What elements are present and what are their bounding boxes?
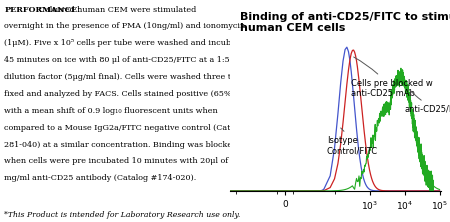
Text: 45 minutes on ice with 80 μl of anti-CD25/FITC at a 1:50: 45 minutes on ice with 80 μl of anti-CD2… <box>4 56 235 64</box>
Text: 281-040) at a similar concentration. Binding was blocked: 281-040) at a similar concentration. Bin… <box>4 141 238 149</box>
Text: Isotype
Control/FITC: Isotype Control/FITC <box>327 128 378 156</box>
Text: overnight in the presence of PMA (10ng/ml) and ionomycin: overnight in the presence of PMA (10ng/m… <box>4 22 246 30</box>
Text: anti-CD25/FITC: anti-CD25/FITC <box>405 89 450 114</box>
Text: dilution factor (5μg/ml final). Cells were washed three times,: dilution factor (5μg/ml final). Cells we… <box>4 73 253 81</box>
Text: Cultured human CEM were stimulated: Cultured human CEM were stimulated <box>36 6 197 14</box>
Text: Cells pre blocked w
anti-CD25 mAb: Cells pre blocked w anti-CD25 mAb <box>351 57 432 98</box>
Text: with a mean shift of 0.9 log₁₀ fluorescent units when: with a mean shift of 0.9 log₁₀ fluoresce… <box>4 107 218 115</box>
Text: compared to a Mouse IgG2a/FITC negative control (Catalog #: compared to a Mouse IgG2a/FITC negative … <box>4 124 257 132</box>
Text: *This Product is intended for Laboratory Research use only.: *This Product is intended for Laboratory… <box>4 211 241 219</box>
Text: Binding of anti-CD25/FITC to stimulated
human CEM cells: Binding of anti-CD25/FITC to stimulated … <box>240 12 450 33</box>
Text: when cells were pre incubated 10 minutes with 20μl of 0.5: when cells were pre incubated 10 minutes… <box>4 157 244 165</box>
Text: fixed and analyzed by FACS. Cells stained positive (65%): fixed and analyzed by FACS. Cells staine… <box>4 90 235 98</box>
Text: mg/ml anti-CD25 antibody (Catalog #174-020).: mg/ml anti-CD25 antibody (Catalog #174-0… <box>4 174 197 182</box>
Text: (1μM). Five x 10⁵ cells per tube were washed and incubated: (1μM). Five x 10⁵ cells per tube were wa… <box>4 39 249 47</box>
Text: PERFORMANCE:: PERFORMANCE: <box>4 6 81 14</box>
